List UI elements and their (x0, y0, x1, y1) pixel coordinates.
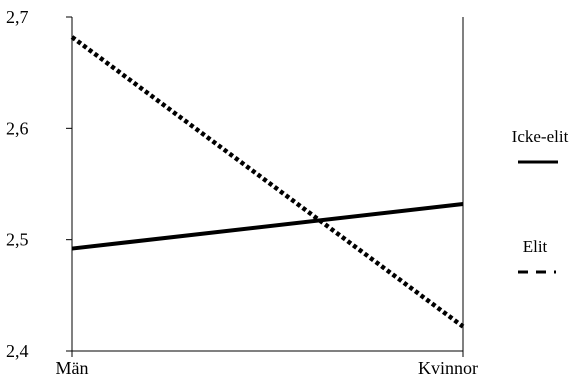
plot-frame (71, 17, 464, 352)
series-line-elit (70, 35, 465, 329)
y-tick-label: 2,7 (6, 7, 29, 27)
x-ticks: Män Kvinnor (56, 351, 478, 378)
series-layer (70, 35, 465, 329)
series-line-icke-elit (71, 202, 464, 251)
y-tick-label: 2,6 (6, 118, 29, 138)
x-tick-label: Kvinnor (418, 358, 478, 378)
y-ticks: 2,4 2,5 2,6 2,7 (6, 7, 72, 361)
legend: Icke-elit Elit (512, 127, 569, 274)
legend-label: Icke-elit (512, 127, 569, 146)
y-tick-label: 2,5 (6, 230, 29, 250)
x-tick-label: Män (56, 358, 89, 378)
y-tick-label: 2,4 (6, 341, 29, 361)
legend-label: Elit (523, 237, 548, 256)
